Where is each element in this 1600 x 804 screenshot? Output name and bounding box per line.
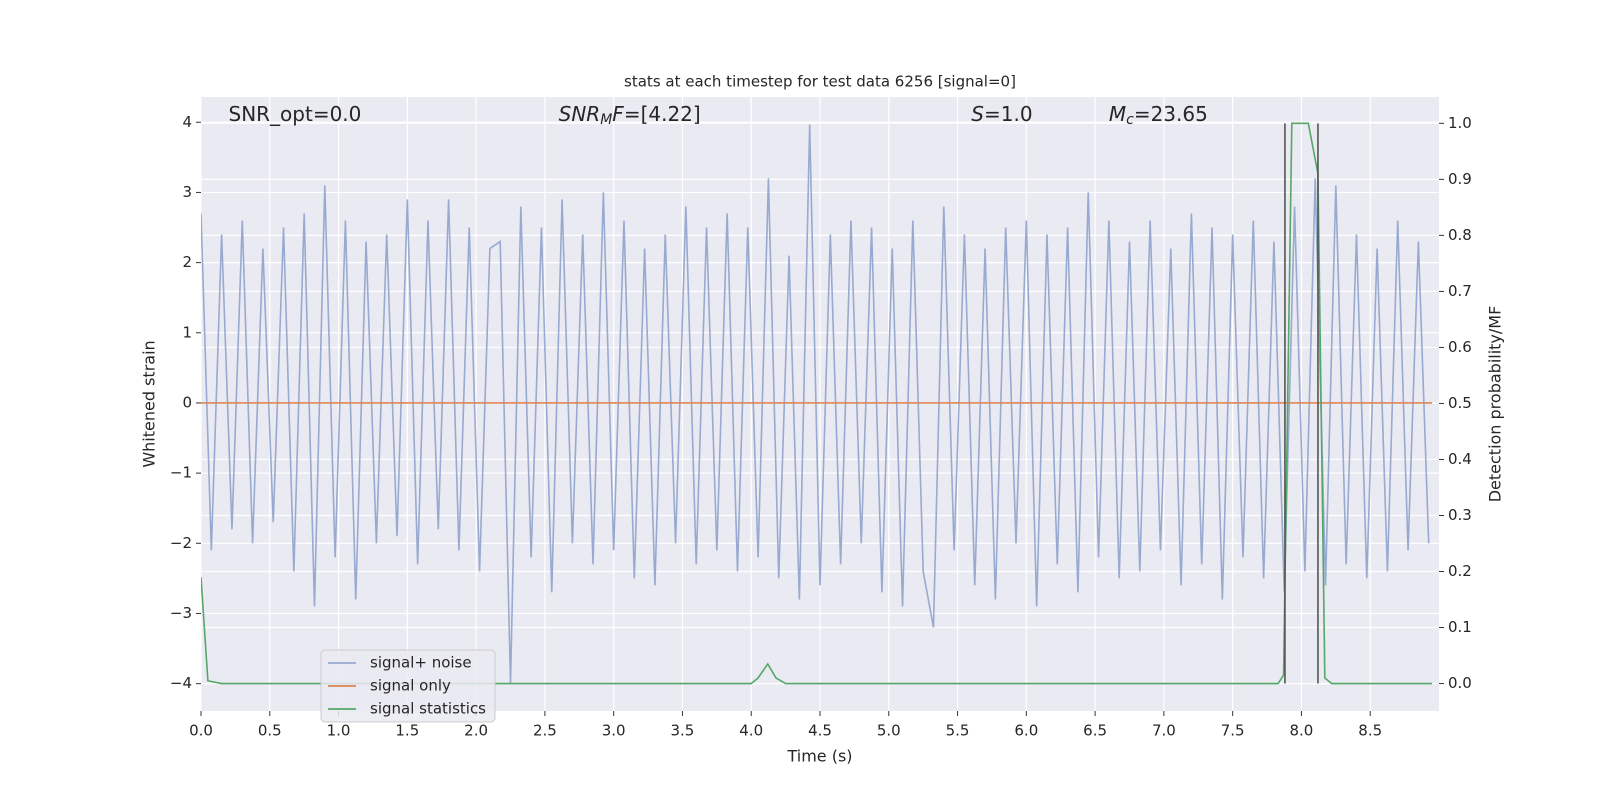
x-tick-label: 8.0 xyxy=(1290,722,1314,740)
y2-tick-label: 0.6 xyxy=(1448,338,1472,356)
annotation-part: c xyxy=(1126,112,1134,128)
x-tick-label: 8.5 xyxy=(1358,722,1382,740)
annotation: Mc=23.65 xyxy=(1109,102,1208,129)
x-tick-label: 0.5 xyxy=(258,722,282,740)
x-tick-label: 1.0 xyxy=(327,722,351,740)
x-tick-label: 4.5 xyxy=(808,722,832,740)
y-axis-label: Whitened strain xyxy=(140,340,159,467)
annotation-part: =[4.22] xyxy=(624,102,701,126)
annotation-part: SNR_opt=0.0 xyxy=(229,102,362,126)
x-tick-label: 1.5 xyxy=(395,722,419,740)
y-tick-label: 3 xyxy=(182,183,192,201)
x-axis-label: Time (s) xyxy=(786,747,852,766)
x-tick-label: 3.0 xyxy=(602,722,626,740)
x-tick-label: 6.5 xyxy=(1083,722,1107,740)
x-tick-label: 7.0 xyxy=(1152,722,1176,740)
y2-tick-label: 0.9 xyxy=(1448,170,1472,188)
legend-label: signal only xyxy=(370,677,451,695)
x-tick-label: 2.0 xyxy=(464,722,488,740)
y-tick-label: −4 xyxy=(170,674,192,692)
annotation-part: =23.65 xyxy=(1134,102,1208,126)
annotation: SNRMF=[4.22] xyxy=(559,102,701,129)
y-tick-label: 4 xyxy=(182,113,192,131)
y2-tick-label: 0.2 xyxy=(1448,562,1472,580)
x-tick-label: 6.0 xyxy=(1014,722,1038,740)
y2-tick-label: 1.0 xyxy=(1448,114,1472,132)
x-tick-label: 4.0 xyxy=(739,722,763,740)
x-tick-label: 7.5 xyxy=(1221,722,1245,740)
x-tick-label: 2.5 xyxy=(533,722,557,740)
y2-tick-label: 0.7 xyxy=(1448,282,1472,300)
x-tick-label: 3.5 xyxy=(671,722,695,740)
y-tick-label: 0 xyxy=(182,393,192,411)
x-tick-label: 5.0 xyxy=(877,722,901,740)
y2-axis-label: Detection probability/MF xyxy=(1486,306,1505,503)
legend-label: signal statistics xyxy=(370,700,486,718)
x-tick-label: 5.5 xyxy=(946,722,970,740)
y-tick-label: −1 xyxy=(170,464,192,482)
y2-tick-label: 0.4 xyxy=(1448,450,1472,468)
annotation-part: S xyxy=(971,102,984,126)
y-tick-label: −3 xyxy=(170,604,192,622)
x-tick-label: 0.0 xyxy=(189,722,213,740)
legend-label: signal+ noise xyxy=(370,654,472,672)
series-line xyxy=(201,124,1430,684)
annotation-part: M xyxy=(1109,102,1126,126)
annotation: SNR_opt=0.0 xyxy=(229,102,362,126)
annotation-part: SNR xyxy=(559,102,601,126)
legend-box xyxy=(320,649,496,723)
chart-title: stats at each timestep for test data 625… xyxy=(624,73,1016,91)
y2-tick-label: 0.0 xyxy=(1448,674,1472,692)
y2-tick-label: 0.8 xyxy=(1448,226,1472,244)
y-tick-label: 2 xyxy=(182,253,192,271)
annotation-part: =1.0 xyxy=(984,102,1033,126)
y2-tick-label: 0.1 xyxy=(1448,618,1472,636)
y2-tick-label: 0.3 xyxy=(1448,506,1472,524)
y-tick-label: −2 xyxy=(170,534,192,552)
y-tick-label: 1 xyxy=(182,323,192,341)
y2-tick-label: 0.5 xyxy=(1448,394,1472,412)
annotation-part: F xyxy=(612,102,624,126)
annotation: S=1.0 xyxy=(971,102,1032,126)
annotation-part: M xyxy=(600,112,612,128)
